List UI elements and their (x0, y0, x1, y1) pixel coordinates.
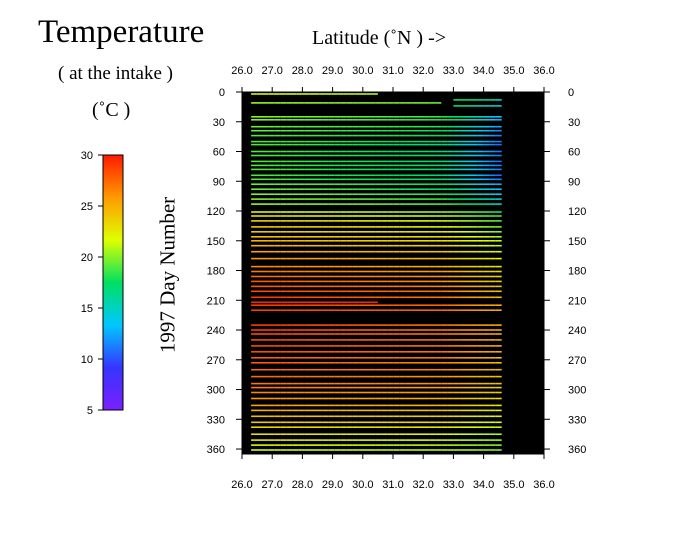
temperature-units: (˚C ) (92, 99, 131, 121)
y-tick-label-left: 90 (213, 176, 225, 188)
x-tick-label-top: 33.0 (443, 65, 464, 77)
x-tick-label-top: 29.0 (322, 65, 343, 77)
y-tick-label-right: 180 (568, 266, 586, 278)
x-tick-label-bottom: 33.0 (443, 479, 464, 491)
x-tick-label-top: 32.0 (412, 65, 433, 77)
y-tick-label-left: 30 (213, 117, 225, 129)
x-tick-label-bottom: 28.0 (292, 479, 313, 491)
y-tick-label-right: 30 (568, 117, 580, 129)
x-tick-label-top: 31.0 (382, 65, 403, 77)
y-tick-label-right: 210 (568, 295, 586, 307)
colorbar-tick-label: 10 (81, 354, 93, 366)
colorbar-tick-label: 5 (87, 405, 93, 417)
y-tick-label-right: 60 (568, 147, 580, 159)
x-tick-label-bottom: 34.0 (473, 479, 494, 491)
x-tick-label-bottom: 32.0 (412, 479, 433, 491)
x-tick-label-bottom: 26.0 (231, 479, 252, 491)
y-tick-label-right: 120 (568, 206, 586, 218)
y-tick-label-left: 180 (207, 266, 225, 278)
y-tick-label-right: 240 (568, 325, 586, 337)
y-tick-label-right: 300 (568, 385, 586, 397)
x-tick-label-bottom: 36.0 (533, 479, 554, 491)
axes: 26.0 26.0 27.0 27.0 28.0 28.0 29.0 29.0 30.0 30.0… (207, 65, 587, 491)
chart-subtitle: ( at the intake ) (58, 63, 174, 84)
colorbar-gradient (102, 154, 124, 411)
x-tick-label-bottom: 27.0 (261, 479, 282, 491)
transect-lines (251, 93, 502, 451)
plot-background (242, 92, 544, 454)
y-tick-label-left: 270 (207, 355, 225, 367)
y-tick-label-right: 0 (568, 87, 574, 99)
y-tick-label-left: 150 (207, 236, 225, 248)
y-tick-label-left: 240 (207, 325, 225, 337)
y-tick-label-right: 360 (568, 444, 586, 456)
x-tick-label-top: 35.0 (503, 65, 524, 77)
y-tick-label-left: 60 (213, 147, 225, 159)
x-tick-label-top: 30.0 (352, 65, 373, 77)
x-tick-label-top: 27.0 (261, 65, 282, 77)
colorbar-ticks: 30 25 20 15 10 5 (81, 150, 103, 417)
chart-title: Temperature (38, 14, 205, 50)
colorbar: 30 25 20 15 10 5 (81, 150, 124, 417)
x-tick-label-top: 26.0 (231, 65, 252, 77)
y-tick-label-left: 360 (207, 444, 225, 456)
x-tick-label-top: 34.0 (473, 65, 494, 77)
y-tick-label-right: 270 (568, 355, 586, 367)
x-tick-label-top: 28.0 (292, 65, 313, 77)
y-tick-label-left: 120 (207, 206, 225, 218)
colorbar-tick-label: 15 (81, 303, 93, 315)
x-axis-title: Latitude (˚N ) -> (312, 27, 447, 49)
plot-area: 26.0 26.0 27.0 27.0 28.0 28.0 29.0 29.0 30.0 30.0… (207, 65, 587, 491)
x-tick-label-bottom: 29.0 (322, 479, 343, 491)
y-tick-label-left: 210 (207, 295, 225, 307)
y-tick-label-left: 330 (207, 414, 225, 426)
y-tick-label-right: 150 (568, 236, 586, 248)
y-tick-label-left: 0 (219, 87, 225, 99)
x-tick-label-bottom: 35.0 (503, 479, 524, 491)
colorbar-tick-label: 30 (81, 150, 93, 162)
x-tick-label-bottom: 31.0 (382, 479, 403, 491)
y-tick-label-right: 90 (568, 176, 580, 188)
x-tick-label-top: 36.0 (533, 65, 554, 77)
x-tick-label-bottom: 30.0 (352, 479, 373, 491)
colorbar-tick-label: 20 (81, 252, 93, 264)
y-tick-label-left: 300 (207, 385, 225, 397)
colorbar-tick-label: 25 (81, 201, 93, 213)
y-tick-label-right: 330 (568, 414, 586, 426)
